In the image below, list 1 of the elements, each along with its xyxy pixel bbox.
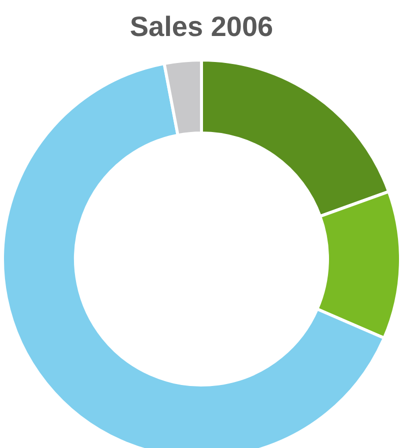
chart-title: Sales 2006 (130, 11, 274, 42)
